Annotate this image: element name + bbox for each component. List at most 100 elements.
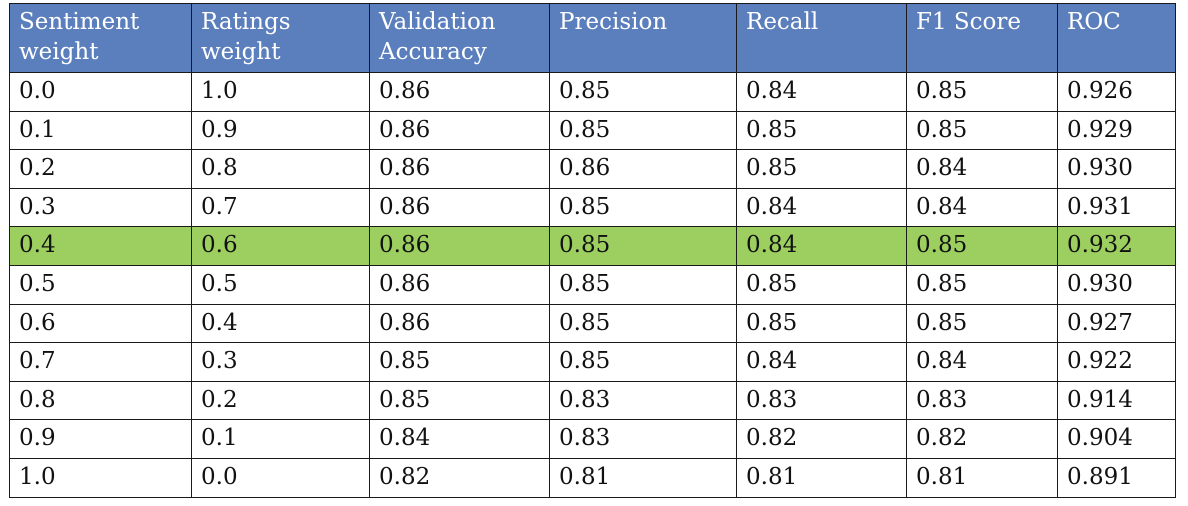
cell-sentiment-weight: 0.0	[9, 72, 192, 112]
table-row: 1.0 0.0 0.82 0.81 0.81 0.81 0.891	[9, 457, 1176, 498]
cell-recall: 0.84	[736, 187, 907, 228]
cell-validation-accuracy: 0.86	[369, 110, 550, 151]
cell-validation-accuracy: 0.86	[369, 264, 550, 305]
cell-f1-score: 0.85	[906, 226, 1058, 266]
cell-ratings-weight: 0.1	[191, 419, 370, 459]
cell-roc: 0.929	[1057, 110, 1176, 151]
cell-validation-accuracy: 0.84	[369, 419, 550, 459]
cell-f1-score: 0.81	[906, 457, 1058, 498]
cell-sentiment-weight: 0.5	[9, 264, 192, 305]
header-roc: ROC	[1057, 3, 1176, 73]
results-table-container: Sentiment weight Ratings weight Validati…	[9, 3, 1176, 498]
cell-ratings-weight: 0.0	[191, 457, 370, 498]
cell-sentiment-weight: 0.3	[9, 187, 192, 228]
table-row-highlighted: 0.4 0.6 0.86 0.85 0.84 0.85 0.932	[9, 226, 1176, 266]
header-sentiment-weight: Sentiment weight	[9, 3, 192, 73]
cell-precision: 0.86	[549, 149, 737, 189]
cell-f1-score: 0.85	[906, 72, 1058, 112]
cell-f1-score: 0.85	[906, 303, 1058, 344]
table-row: 0.5 0.5 0.86 0.85 0.85 0.85 0.930	[9, 264, 1176, 305]
header-row: Sentiment weight Ratings weight Validati…	[9, 3, 1176, 73]
cell-roc: 0.914	[1057, 380, 1176, 421]
cell-validation-accuracy: 0.82	[369, 457, 550, 498]
cell-roc: 0.891	[1057, 457, 1176, 498]
cell-sentiment-weight: 0.6	[9, 303, 192, 344]
cell-f1-score: 0.84	[906, 187, 1058, 228]
table-row: 0.8 0.2 0.85 0.83 0.83 0.83 0.914	[9, 380, 1176, 421]
cell-ratings-weight: 0.8	[191, 149, 370, 189]
cell-roc: 0.926	[1057, 72, 1176, 112]
cell-recall: 0.83	[736, 380, 907, 421]
cell-sentiment-weight: 0.4	[9, 226, 192, 266]
cell-f1-score: 0.85	[906, 264, 1058, 305]
table-row: 0.6 0.4 0.86 0.85 0.85 0.85 0.927	[9, 303, 1176, 344]
cell-ratings-weight: 0.5	[191, 264, 370, 305]
weight-results-table: Sentiment weight Ratings weight Validati…	[9, 3, 1176, 498]
cell-recall: 0.82	[736, 419, 907, 459]
cell-recall: 0.84	[736, 226, 907, 266]
cell-precision: 0.85	[549, 264, 737, 305]
cell-recall: 0.85	[736, 264, 907, 305]
header-validation-accuracy: Validation Accuracy	[369, 3, 550, 73]
cell-validation-accuracy: 0.86	[369, 187, 550, 228]
cell-roc: 0.922	[1057, 342, 1176, 382]
table-row: 0.7 0.3 0.85 0.85 0.84 0.84 0.922	[9, 342, 1176, 382]
cell-validation-accuracy: 0.86	[369, 226, 550, 266]
cell-precision: 0.85	[549, 187, 737, 228]
header-f1-score: F1 Score	[906, 3, 1058, 73]
cell-sentiment-weight: 0.8	[9, 380, 192, 421]
cell-recall: 0.84	[736, 72, 907, 112]
header-recall: Recall	[736, 3, 907, 73]
cell-precision: 0.83	[549, 419, 737, 459]
cell-validation-accuracy: 0.86	[369, 303, 550, 344]
cell-validation-accuracy: 0.86	[369, 72, 550, 112]
cell-sentiment-weight: 1.0	[9, 457, 192, 498]
table-row: 0.9 0.1 0.84 0.83 0.82 0.82 0.904	[9, 419, 1176, 459]
cell-roc: 0.930	[1057, 149, 1176, 189]
table-row: 0.2 0.8 0.86 0.86 0.85 0.84 0.930	[9, 149, 1176, 189]
table-row: 0.0 1.0 0.86 0.85 0.84 0.85 0.926	[9, 72, 1176, 112]
cell-sentiment-weight: 0.9	[9, 419, 192, 459]
cell-ratings-weight: 0.9	[191, 110, 370, 151]
cell-sentiment-weight: 0.1	[9, 110, 192, 151]
header-precision: Precision	[549, 3, 737, 73]
cell-validation-accuracy: 0.85	[369, 380, 550, 421]
cell-ratings-weight: 0.3	[191, 342, 370, 382]
cell-ratings-weight: 1.0	[191, 72, 370, 112]
cell-recall: 0.85	[736, 303, 907, 344]
cell-f1-score: 0.82	[906, 419, 1058, 459]
cell-ratings-weight: 0.2	[191, 380, 370, 421]
cell-precision: 0.85	[549, 110, 737, 151]
cell-roc: 0.904	[1057, 419, 1176, 459]
cell-validation-accuracy: 0.85	[369, 342, 550, 382]
cell-roc: 0.932	[1057, 226, 1176, 266]
cell-precision: 0.85	[549, 303, 737, 344]
cell-precision: 0.85	[549, 226, 737, 266]
cell-sentiment-weight: 0.2	[9, 149, 192, 189]
cell-precision: 0.85	[549, 342, 737, 382]
cell-precision: 0.81	[549, 457, 737, 498]
cell-f1-score: 0.83	[906, 380, 1058, 421]
cell-precision: 0.85	[549, 72, 737, 112]
cell-ratings-weight: 0.6	[191, 226, 370, 266]
cell-recall: 0.84	[736, 342, 907, 382]
cell-recall: 0.85	[736, 110, 907, 151]
cell-recall: 0.81	[736, 457, 907, 498]
cell-precision: 0.83	[549, 380, 737, 421]
cell-roc: 0.931	[1057, 187, 1176, 228]
cell-f1-score: 0.84	[906, 342, 1058, 382]
table-body: 0.0 1.0 0.86 0.85 0.84 0.85 0.926 0.1 0.…	[9, 72, 1176, 498]
cell-sentiment-weight: 0.7	[9, 342, 192, 382]
cell-recall: 0.85	[736, 149, 907, 189]
cell-roc: 0.930	[1057, 264, 1176, 305]
cell-f1-score: 0.85	[906, 110, 1058, 151]
cell-f1-score: 0.84	[906, 149, 1058, 189]
table-header: Sentiment weight Ratings weight Validati…	[9, 3, 1176, 73]
cell-validation-accuracy: 0.86	[369, 149, 550, 189]
table-row: 0.3 0.7 0.86 0.85 0.84 0.84 0.931	[9, 187, 1176, 228]
header-ratings-weight: Ratings weight	[191, 3, 370, 73]
cell-ratings-weight: 0.7	[191, 187, 370, 228]
cell-roc: 0.927	[1057, 303, 1176, 344]
cell-ratings-weight: 0.4	[191, 303, 370, 344]
table-row: 0.1 0.9 0.86 0.85 0.85 0.85 0.929	[9, 110, 1176, 151]
